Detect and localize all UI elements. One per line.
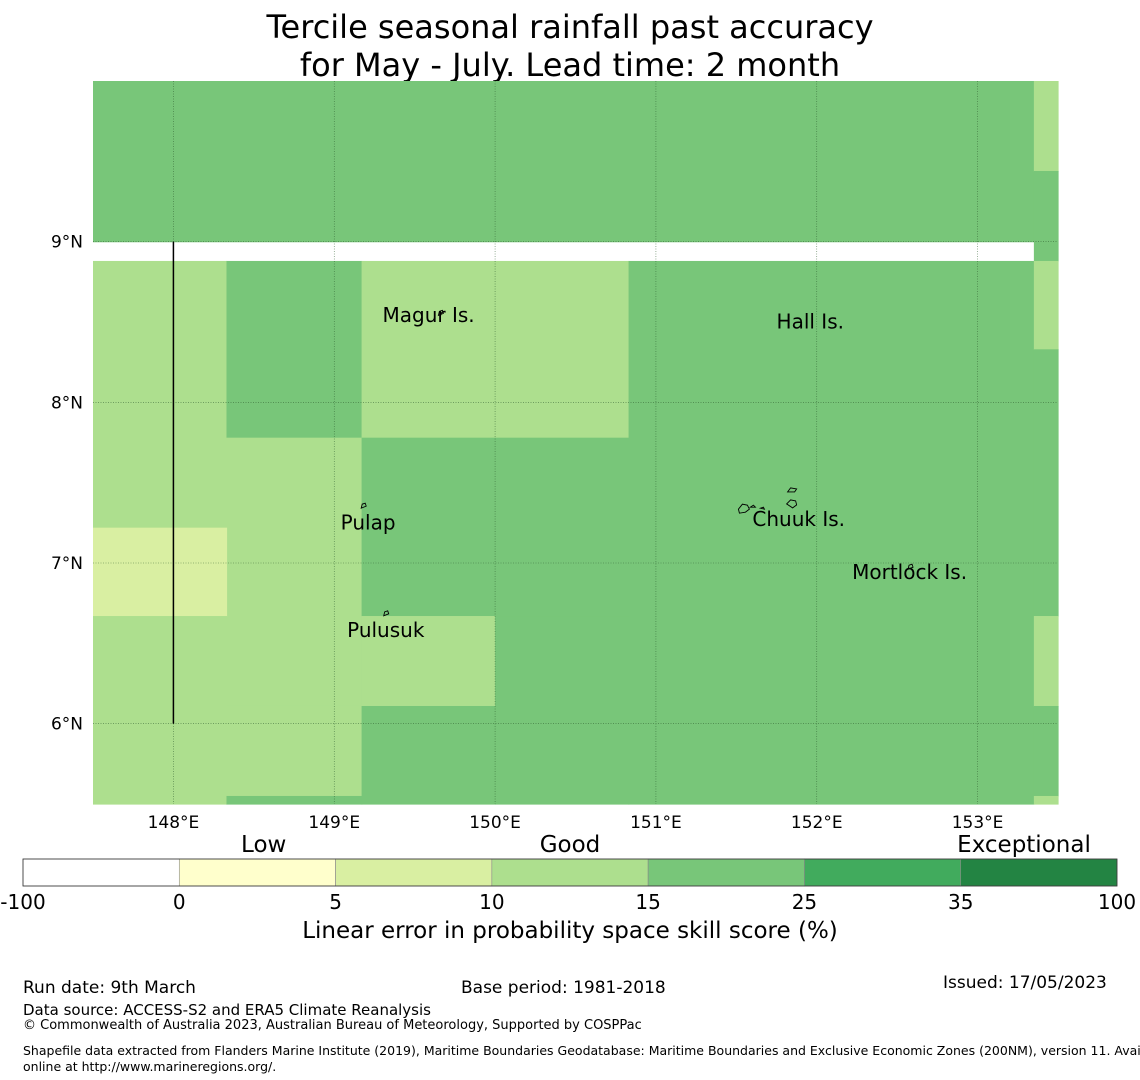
lon-tick-label: 151°E: [630, 813, 682, 833]
colorbar-tick-label: 25: [792, 890, 817, 914]
colorbar-frame: [22, 858, 1118, 887]
colorbar-segment: [178, 858, 336, 887]
lon-tick-label: 153°E: [952, 813, 1004, 833]
colorbar-tick-label: -100: [0, 890, 45, 914]
colorbar-segment: [647, 858, 805, 887]
lat-tick-label: 8°N: [51, 393, 83, 413]
skill-cell: [93, 616, 228, 805]
lon-tick-label: 148°E: [148, 813, 200, 833]
skill-cell: [93, 81, 1035, 243]
skill-cell: [1033, 349, 1059, 617]
skill-cell: [1033, 705, 1059, 797]
base-period: Base period: 1981-2018: [461, 978, 666, 998]
data-source: Data source: ACCESS-S2 and ERA5 Climate …: [23, 1001, 431, 1019]
place-label: Pulap: [341, 510, 396, 534]
colorbar-category-label: Low: [241, 832, 286, 858]
colorbar-tick-label: 100: [1098, 890, 1136, 914]
lat-tick-label: 6°N: [51, 715, 83, 735]
skill-cell: [226, 260, 363, 439]
lat-tick-label: 9°N: [51, 233, 83, 253]
skill-grid: [93, 81, 1059, 805]
colorbar-tick-label: 15: [635, 890, 660, 914]
skill-cell: [495, 616, 630, 805]
island-icon: [360, 502, 367, 509]
colorbar: -100 0 5 10 15 25 35 100 Low Good Exceptional: [0, 832, 1136, 914]
skill-cell: [361, 260, 630, 439]
shapefile-credit-line1: Shapefile data extracted from Flanders M…: [23, 1043, 1140, 1058]
colorbar-tick-label: 5: [329, 890, 342, 914]
colorbar-segment: [804, 858, 962, 887]
axis-ticks: 148°E 149°E 150°E 151°E 152°E 153°E 9°N 8°N 7°N 6…: [51, 233, 1003, 833]
place-labels: Magur Is. Hall Is. Pulap Chuuk Is. Mortlock …: [341, 303, 967, 642]
place-label: Pulusuk: [347, 618, 425, 642]
skill-cell: [361, 616, 496, 707]
skill-cell: [226, 705, 363, 797]
lon-tick-label: 152°E: [791, 813, 843, 833]
skill-cell: [93, 260, 228, 529]
chuuk-island-icon: [737, 503, 766, 514]
colorbar-category-label: Exceptional: [957, 832, 1091, 858]
colorbar-label: Linear error in probability space skill …: [302, 918, 838, 944]
colorbar-segment: [22, 858, 180, 887]
place-label: Magur Is.: [383, 303, 475, 327]
map-title-line2: for May - July. Lead time: 2 month: [299, 46, 841, 84]
island-icon: [383, 610, 390, 617]
skill-cell: [93, 527, 228, 617]
lat-tick-label: 7°N: [51, 554, 83, 574]
lon-tick-label: 150°E: [469, 813, 521, 833]
skill-cell: [628, 260, 1035, 805]
colorbar-segment: [491, 858, 649, 887]
copyright: © Commonwealth of Australia 2023, Austra…: [23, 1018, 642, 1033]
skill-cell: [1033, 170, 1059, 262]
colorbar-segment: [335, 858, 493, 887]
island-icon: [437, 309, 444, 317]
skill-cell: [1033, 260, 1059, 350]
place-label: Mortlock Is.: [852, 560, 967, 584]
skill-cell: [226, 437, 363, 707]
skill-cell: [226, 795, 363, 805]
run-date: Run date: 9th March: [23, 978, 196, 998]
skill-cell: [361, 437, 630, 617]
map-title-line1: Tercile seasonal rainfall past accuracy: [266, 8, 874, 46]
colorbar-segment: [960, 858, 1118, 887]
issued-date: Issued: 17/05/2023: [943, 973, 1107, 993]
island-icon: [907, 563, 914, 570]
colorbar-tick-label: 0: [173, 890, 186, 914]
skill-cell: [1033, 795, 1059, 805]
chuuk-atoll-icon: [785, 487, 798, 509]
skill-cell: [1033, 81, 1059, 172]
lon-tick-label: 149°E: [308, 813, 360, 833]
colorbar-tick-label: 35: [948, 890, 973, 914]
skill-cell: [1033, 616, 1059, 707]
place-label: Chuuk Is.: [752, 507, 845, 531]
colorbar-tick-label: 10: [479, 890, 504, 914]
shapefile-credit-line2: online at http://www.marineregions.org/.: [23, 1059, 277, 1074]
place-label: Hall Is.: [777, 309, 844, 333]
skill-cell: [361, 705, 496, 805]
colorbar-category-label: Good: [540, 832, 601, 858]
island-outlines: [360, 309, 914, 617]
